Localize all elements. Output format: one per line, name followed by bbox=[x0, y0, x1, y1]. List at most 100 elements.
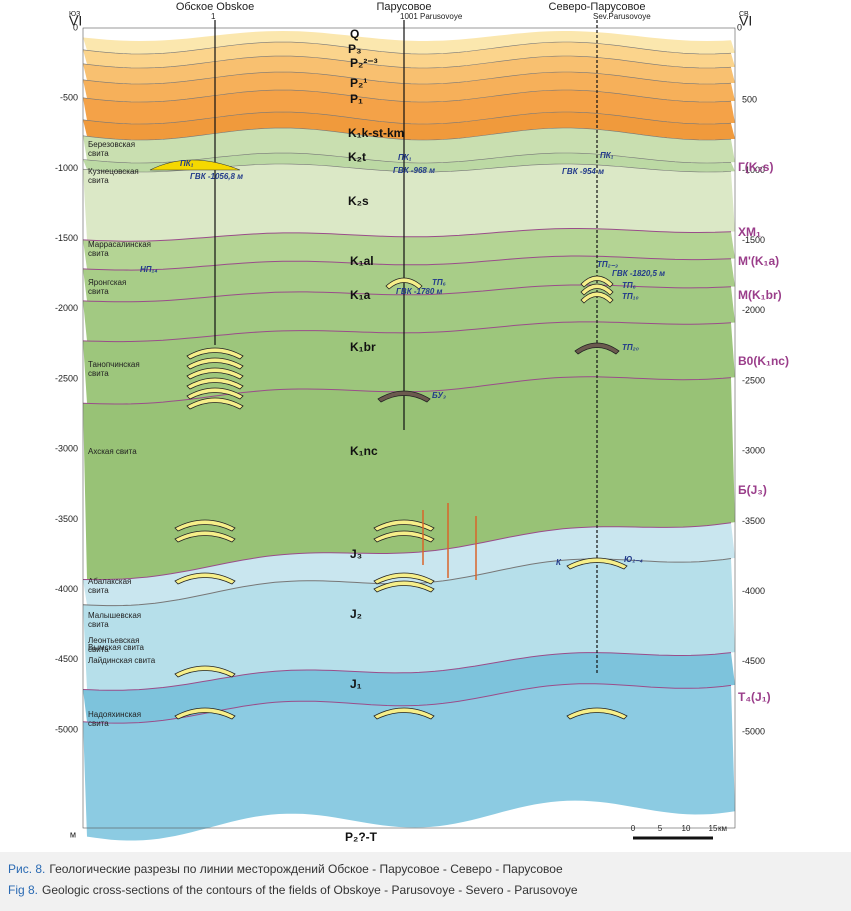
depth-tick-label: 0 bbox=[737, 22, 742, 32]
layer-band bbox=[83, 164, 735, 242]
trap-symbol bbox=[580, 283, 614, 296]
formation-label: свита bbox=[88, 645, 109, 654]
layer-band bbox=[83, 228, 735, 271]
depth-tick-label: 500 bbox=[742, 95, 757, 105]
well-number: Sev.Parusovoye bbox=[593, 12, 651, 21]
well-number: 1001 Parusovoye bbox=[400, 12, 463, 21]
reservoir-label: ТП₆ bbox=[432, 278, 446, 287]
scale-tick: 10 bbox=[682, 824, 691, 833]
trap-symbol bbox=[174, 530, 236, 543]
layer-boundary bbox=[82, 321, 732, 343]
trap-symbol bbox=[174, 707, 236, 720]
trap-symbol bbox=[566, 707, 628, 720]
trap-symbol bbox=[186, 357, 244, 370]
well-name: Северо-Парусовое bbox=[549, 1, 646, 13]
caption: Рис. 8. Геологические разрезы по линии ме… bbox=[8, 862, 563, 876]
horizon-label: Г(K₂s) bbox=[738, 160, 773, 174]
trap-symbol bbox=[373, 580, 435, 593]
formation-label: Лайдинская свита bbox=[88, 656, 156, 665]
reservoir-label: ГВК -968 м bbox=[393, 166, 435, 175]
caption-label: Рис. 8. bbox=[8, 862, 45, 876]
horizon-label: T₄(J₁) bbox=[738, 690, 771, 704]
caption-text: Геологические разрезы по линии месторожд… bbox=[49, 862, 563, 876]
caption-text: Geologic cross-sections of the contours … bbox=[42, 883, 578, 897]
layer-band bbox=[83, 56, 735, 84]
reservoir-label: ТП₆ bbox=[622, 281, 636, 290]
horizon-label: М(K₁br) bbox=[738, 288, 782, 302]
gas-cap bbox=[149, 159, 241, 171]
caption-box bbox=[0, 852, 851, 911]
horizon-label: ХМ₁ bbox=[738, 225, 761, 239]
formation-label: свита bbox=[88, 719, 109, 728]
formation-label: Вымская свита bbox=[88, 643, 145, 652]
direction-label: VI bbox=[739, 13, 752, 29]
horizon-label: Б(J₃) bbox=[738, 483, 767, 497]
scale-tick: 0 bbox=[631, 824, 636, 833]
scale-tick: 15 bbox=[709, 824, 718, 833]
layer-boundary bbox=[82, 522, 732, 581]
formation-label: Березовская bbox=[88, 140, 135, 149]
trap-symbol bbox=[373, 572, 435, 585]
well-name: Обское Obskoe bbox=[176, 1, 254, 13]
layer-band bbox=[83, 522, 735, 606]
reservoir-label: ТП₂₀ bbox=[622, 343, 639, 352]
trap-symbol bbox=[174, 665, 236, 678]
formation-label: свита bbox=[88, 586, 109, 595]
scale-unit: км bbox=[718, 824, 727, 833]
layer-label: K₂s bbox=[348, 194, 369, 208]
formation-label: свита bbox=[88, 149, 109, 158]
caption-label: Fig 8. bbox=[8, 883, 38, 897]
horizon-label: В0(K₁nc) bbox=[738, 354, 789, 368]
depth-tick-label: -3000 bbox=[742, 446, 765, 456]
layers bbox=[82, 27, 736, 841]
depth-tick-label: -4500 bbox=[742, 656, 765, 666]
well-number: 1 bbox=[211, 12, 216, 21]
reservoir-label: ГВК -1056,8 м bbox=[190, 172, 243, 181]
direction-label: ЮЗ bbox=[69, 11, 80, 18]
layer-label: J₁ bbox=[350, 677, 362, 691]
reservoir-label: ТП₂₋₃ bbox=[597, 260, 618, 269]
formation-label: Кузнецовская bbox=[88, 167, 139, 176]
layer-boundary bbox=[82, 255, 732, 271]
layer-band bbox=[83, 153, 735, 172]
depth-unit: м bbox=[70, 829, 76, 839]
layer-label: Q bbox=[350, 27, 359, 41]
depth-tick-label: -2000 bbox=[742, 305, 765, 315]
reservoir-label: К bbox=[556, 558, 562, 567]
depth-tick-label: -1000 bbox=[55, 163, 78, 173]
reservoir-label: ГВК -1820,5 м bbox=[612, 269, 665, 278]
layer-band bbox=[83, 112, 735, 140]
depth-tick-label: -500 bbox=[60, 93, 78, 103]
layer-label: K₁k-st-km bbox=[348, 126, 404, 140]
depth-tick-label: -1500 bbox=[742, 235, 765, 245]
trap-symbol bbox=[373, 530, 435, 543]
direction-label: СВ bbox=[739, 11, 749, 18]
layer-label: K₁br bbox=[350, 340, 376, 354]
depth-tick-label: -5000 bbox=[742, 726, 765, 736]
reservoir-label: Ю₂₋₄ bbox=[624, 555, 643, 564]
layer-band bbox=[83, 90, 735, 124]
depth-tick-label: -3000 bbox=[55, 444, 78, 454]
layer-boundary bbox=[82, 127, 732, 141]
reservoir-label: НП₁₄ bbox=[140, 265, 158, 274]
reservoir-label: ГВК -1780 м bbox=[396, 287, 443, 296]
trap-symbol bbox=[174, 519, 236, 532]
reservoir-label: ГВК -954 м bbox=[562, 167, 604, 176]
trap-symbol bbox=[186, 397, 244, 410]
layer-band bbox=[83, 31, 735, 54]
depth-tick-label: -4500 bbox=[55, 654, 78, 664]
trap-symbol bbox=[580, 275, 614, 288]
trap-symbol bbox=[174, 572, 236, 585]
formation-label: свита bbox=[88, 249, 109, 258]
direction-label: VI bbox=[69, 13, 82, 29]
formation-label: Яронгская bbox=[88, 278, 126, 287]
trap-symbol bbox=[566, 557, 628, 570]
frame bbox=[82, 27, 736, 829]
formation-label: Абалакская bbox=[88, 577, 131, 586]
layer-boundary bbox=[82, 89, 732, 103]
trap-symbol bbox=[186, 387, 244, 400]
formation-label: свита bbox=[88, 176, 109, 185]
depth-tick-label: -1500 bbox=[55, 233, 78, 243]
